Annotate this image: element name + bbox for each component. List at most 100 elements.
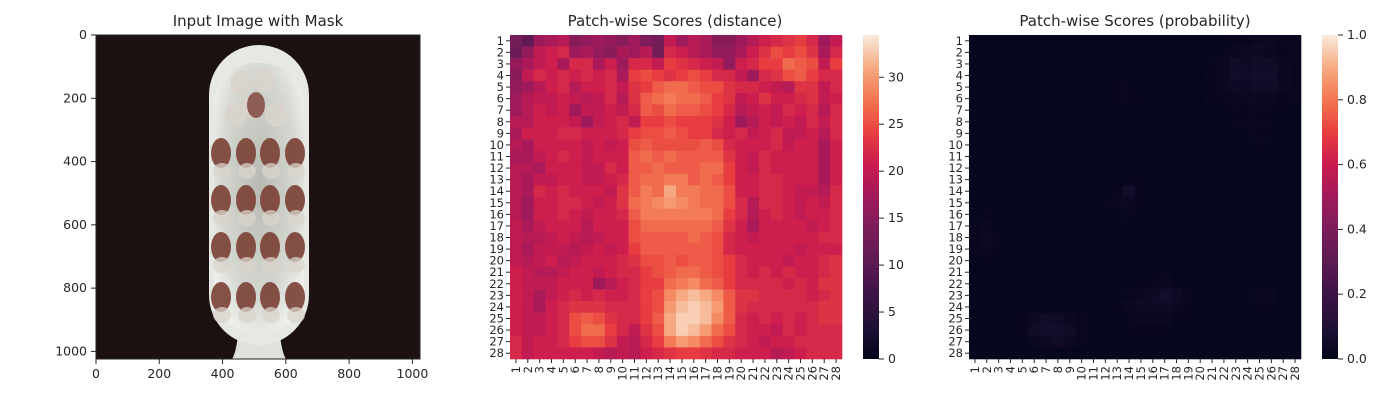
heatmap-cell [980, 150, 994, 163]
heatmap-cell [992, 92, 1005, 105]
heatmap-cell [640, 150, 653, 163]
heatmap-cell [510, 162, 523, 175]
heatmap-cell [735, 301, 748, 314]
heatmap-cell [593, 162, 606, 175]
heatmap-cell [1289, 58, 1302, 71]
heatmap-cell [533, 208, 546, 221]
heatmap-cell [1158, 335, 1171, 348]
heatmap-cell [1146, 35, 1160, 47]
heatmap-cell [1052, 92, 1065, 105]
heatmap-cell [1218, 69, 1231, 82]
col-label: 19 [1181, 366, 1195, 381]
heatmap-cell [581, 278, 594, 290]
heatmap-cell [616, 162, 629, 175]
heatmap-cell [1075, 150, 1088, 163]
heatmap-cell [770, 162, 784, 175]
heatmap-cell [1004, 278, 1017, 290]
bristle-tip [213, 163, 231, 179]
heatmap-cell [1016, 347, 1029, 360]
heatmap-cell [699, 324, 712, 337]
row-label: 9 [956, 126, 963, 140]
heatmap-cell [1229, 289, 1243, 302]
heatmap-cell [747, 46, 760, 59]
heatmap-cell [1135, 347, 1148, 360]
heatmap-cell [699, 139, 712, 152]
heatmap-cell [1218, 335, 1231, 348]
heatmap-cell [1241, 289, 1254, 302]
heatmap-cell [770, 150, 784, 163]
heatmap-cell [1146, 92, 1160, 105]
heatmap-cell [699, 220, 712, 233]
heatmap-cell [980, 58, 994, 71]
heatmap-cell [593, 208, 606, 221]
heatmap-cell [628, 46, 641, 59]
heatmap-cell [1206, 278, 1219, 290]
heatmap-cell [604, 324, 618, 337]
heatmap-cell [699, 312, 712, 325]
heatmap-cell [1040, 208, 1053, 221]
heatmap-cell [1265, 289, 1278, 302]
col-label: 4 [545, 366, 559, 373]
heatmap-cell [521, 35, 535, 47]
heatmap-cell [830, 266, 843, 279]
heatmap-cell [992, 185, 1005, 198]
heatmap-cell [735, 58, 748, 71]
heatmap-cell [747, 347, 760, 360]
col-label: 26 [805, 366, 819, 381]
heatmap-cell [1052, 69, 1065, 82]
heatmap-cell [770, 220, 784, 233]
heatmap-cell [1099, 312, 1112, 325]
heatmap-cell [557, 35, 570, 47]
col-label: 20 [1193, 366, 1207, 381]
heatmap-cell [569, 150, 582, 163]
heatmap-cell [1087, 243, 1100, 256]
heatmap-cell [1028, 46, 1041, 59]
heatmap-cell [969, 58, 982, 71]
heatmap-cell [1277, 254, 1290, 267]
heatmap-cell [830, 197, 843, 209]
heatmap-cell [557, 150, 570, 163]
row-label: 13 [948, 173, 963, 187]
heatmap-cell [1087, 301, 1100, 314]
heatmap-cell [593, 231, 606, 244]
heatmap-cell [980, 231, 994, 244]
heatmap-cell [806, 254, 819, 267]
bristle-tuft [260, 138, 280, 168]
heatmap-cell [687, 254, 701, 267]
heatmap-cell [593, 46, 606, 59]
heatmap-cell [806, 231, 819, 244]
heatmap-cell [992, 289, 1005, 302]
heatmap-cell [1099, 278, 1112, 290]
row-label: 27 [948, 335, 963, 349]
heatmap-cell [1253, 58, 1266, 71]
heatmap-cell [687, 104, 701, 117]
heatmap-cell [759, 162, 772, 175]
heatmap-cell [1099, 231, 1112, 244]
heatmap-cell [521, 301, 535, 314]
heatmap-cell [759, 127, 772, 140]
distance-heatmap-title: Patch-wise Scores (distance) [568, 12, 783, 30]
bristle-tuft [211, 282, 231, 312]
heatmap-cell [711, 254, 724, 267]
heatmap-cell [1170, 254, 1183, 267]
heatmap-cell [980, 92, 994, 105]
heatmap-cell [794, 208, 807, 221]
heatmap-cell [830, 278, 843, 290]
heatmap-cell [640, 301, 653, 314]
heatmap-cell [652, 185, 665, 198]
heatmap-cell [1158, 139, 1171, 152]
heatmap-cell [1016, 266, 1029, 279]
heatmap-cell [1289, 254, 1302, 267]
heatmap-cell [640, 104, 653, 117]
heatmap-cell [747, 266, 760, 279]
col-label: 21 [746, 366, 760, 381]
heatmap-cell [747, 173, 760, 186]
heatmap-cell [1241, 220, 1254, 233]
probability-heatmap: 1234567891011121314151617181920212223242… [948, 34, 1302, 381]
heatmap-cell [1289, 243, 1302, 256]
heatmap-cell [1123, 35, 1136, 47]
heatmap-cell [759, 35, 772, 47]
heatmap-cell [1028, 335, 1041, 348]
heatmap-cell [794, 116, 807, 128]
heatmap-cell [652, 81, 665, 94]
